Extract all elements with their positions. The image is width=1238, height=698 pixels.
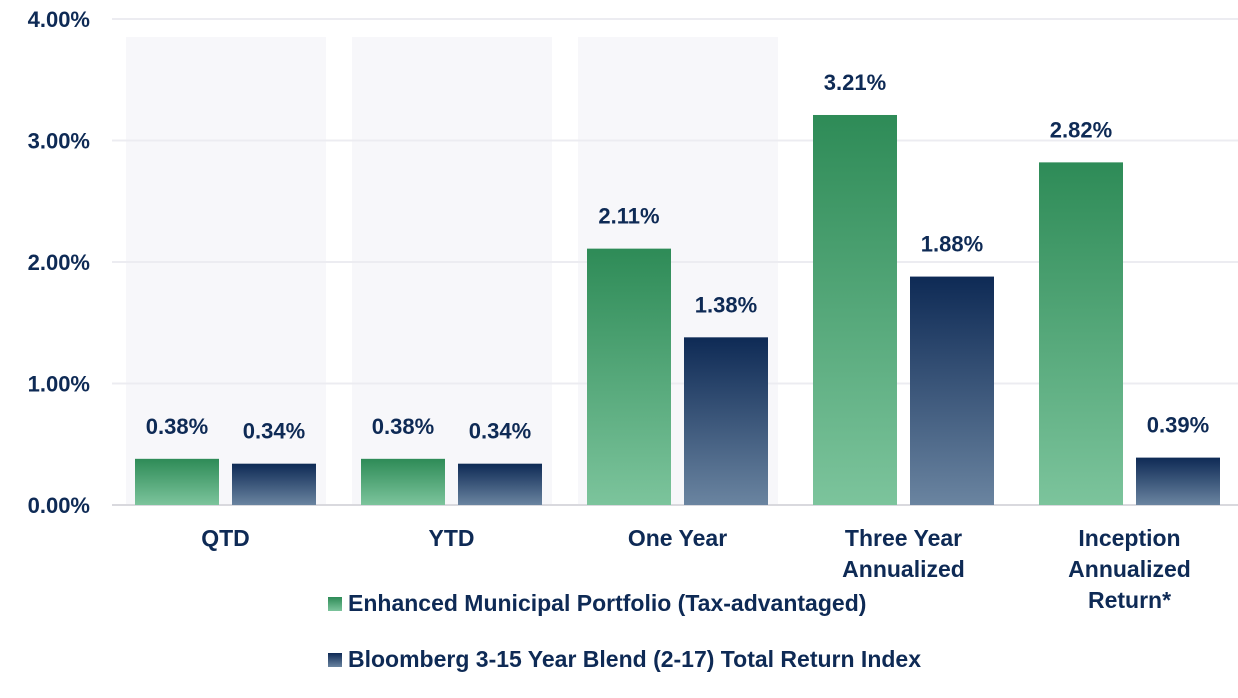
bar-s2-1 bbox=[458, 463, 542, 505]
x-tick-label: Inception bbox=[1078, 525, 1180, 551]
y-tick-label: 0.00% bbox=[28, 493, 90, 518]
data-label: 1.38% bbox=[695, 292, 757, 317]
bar-s2-3 bbox=[910, 276, 994, 505]
y-tick-label: 1.00% bbox=[28, 372, 90, 397]
legend-label: Enhanced Municipal Portfolio (Tax-advant… bbox=[348, 590, 867, 616]
y-tick-label: 3.00% bbox=[28, 129, 90, 154]
bar-s1-2 bbox=[587, 248, 671, 505]
legend-swatch-green bbox=[328, 596, 342, 611]
x-tick-label: Return* bbox=[1088, 587, 1171, 613]
x-tick-label: QTD bbox=[201, 525, 250, 551]
x-tick-label: Annualized bbox=[842, 556, 965, 582]
x-tick-label: Three Year bbox=[845, 525, 962, 551]
bar-s1-1 bbox=[361, 458, 445, 505]
x-tick-label: One Year bbox=[628, 525, 727, 551]
data-label: 3.21% bbox=[824, 70, 886, 95]
x-tick-label: YTD bbox=[429, 525, 475, 551]
legend-label: Bloomberg 3-15 Year Blend (2-17) Total R… bbox=[348, 646, 922, 672]
data-label: 0.38% bbox=[146, 414, 208, 439]
data-label: 0.34% bbox=[243, 419, 305, 444]
data-label: 2.11% bbox=[598, 204, 659, 229]
bar-s1-3 bbox=[813, 114, 897, 506]
bar-s1-4 bbox=[1039, 162, 1123, 505]
data-label: 0.34% bbox=[469, 419, 531, 444]
bar-s1-0 bbox=[135, 458, 219, 505]
y-tick-label: 2.00% bbox=[28, 250, 90, 275]
legend-swatch-navy bbox=[328, 652, 342, 667]
data-label: 0.39% bbox=[1147, 413, 1209, 438]
y-tick-label: 4.00% bbox=[28, 7, 90, 32]
bar-s2-0 bbox=[232, 463, 316, 505]
data-label: 2.82% bbox=[1050, 117, 1112, 142]
category-shade bbox=[352, 37, 552, 505]
bar-s2-2 bbox=[684, 337, 768, 505]
legend-item-bloomberg-index: Bloomberg 3-15 Year Blend (2-17) Total R… bbox=[328, 646, 921, 673]
bar-s2-4 bbox=[1136, 457, 1220, 505]
legend-item-enhanced-municipal: Enhanced Municipal Portfolio (Tax-advant… bbox=[328, 590, 866, 617]
category-shade bbox=[126, 37, 326, 505]
data-label: 1.88% bbox=[921, 232, 983, 257]
x-tick-label: Annualized bbox=[1068, 556, 1191, 582]
data-label: 0.38% bbox=[372, 414, 434, 439]
